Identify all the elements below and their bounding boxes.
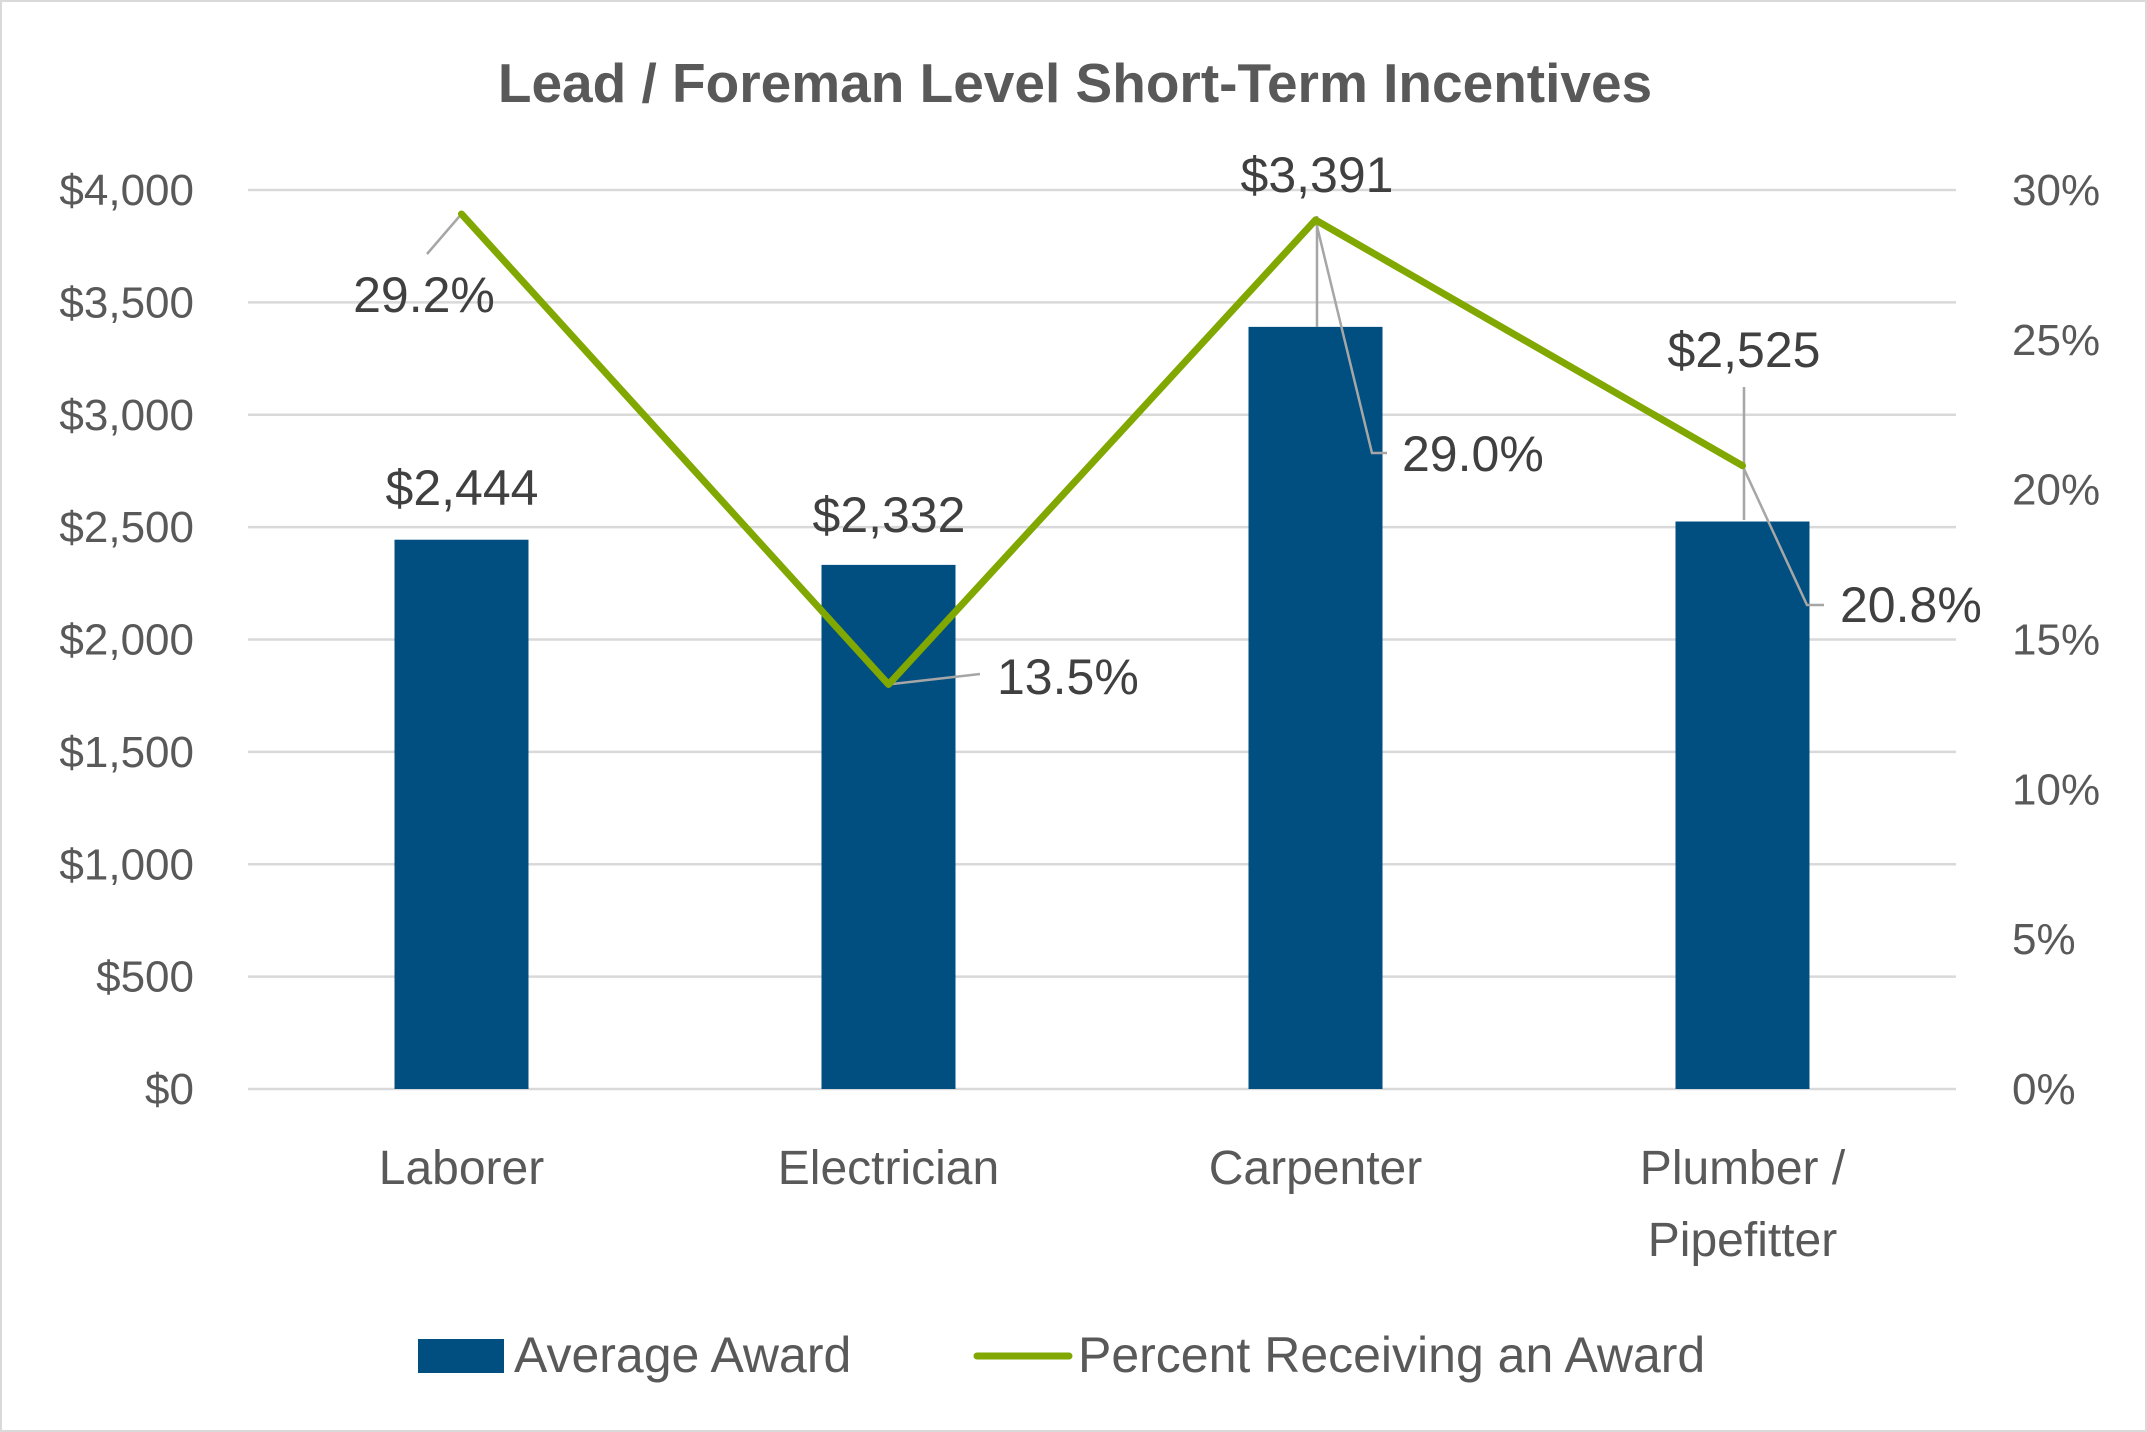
leader-line (888, 672, 981, 686)
right-axis-tick-label: 0% (2012, 1065, 2076, 1114)
leader-line (1741, 465, 1824, 607)
category-label: Carpenter (1209, 1142, 1422, 1195)
category-label: Electrician (778, 1142, 999, 1195)
right-axis-tick-label: 15% (2012, 616, 2100, 665)
left-axis-tick-label: $3,000 (59, 391, 194, 440)
leader-line (426, 213, 463, 255)
bar-average-award (821, 564, 956, 1089)
leader-line (1314, 219, 1387, 455)
bar-data-label: $2,525 (1668, 322, 1821, 378)
category-label: Laborer (379, 1142, 544, 1195)
legend-label: Average Award (514, 1327, 851, 1383)
left-axis-tick-label: $1,000 (59, 840, 194, 889)
left-axis-tick-label: $2,500 (59, 503, 194, 552)
line-point (885, 681, 892, 688)
bar-data-label: $2,332 (813, 487, 966, 543)
right-axis-tick-label: 20% (2012, 466, 2100, 515)
right-axis-tick-label: 25% (2012, 316, 2100, 365)
left-axis-tick-label: $3,500 (59, 278, 194, 327)
line-data-label: 29.0% (1402, 426, 1544, 482)
line-point (458, 210, 465, 217)
line-data-label: 20.8% (1840, 577, 1982, 633)
left-axis-tick-label: $500 (96, 953, 194, 1002)
category-label: Pipefitter (1648, 1214, 1837, 1267)
left-axis-tick-label: $1,500 (59, 728, 194, 777)
line-point (1739, 462, 1746, 469)
bar-average-award (1248, 326, 1383, 1089)
line-percent-receiving (458, 210, 1746, 688)
bar-average-award (394, 539, 529, 1089)
line-data-label: 13.5% (997, 649, 1139, 705)
left-axis-tick-label: $0 (145, 1065, 194, 1114)
left-axis-tick-label: $2,000 (59, 616, 194, 665)
chart-title: Lead / Foreman Level Short-Term Incentiv… (498, 52, 1652, 114)
right-axis-tick-label: 10% (2012, 765, 2100, 814)
legend-label: Percent Receiving an Award (1078, 1327, 1705, 1383)
right-axis-tick-label: 30% (2012, 166, 2100, 215)
line-point (1312, 216, 1319, 223)
bar-average-award (1675, 521, 1810, 1089)
legend-swatch-average-award (418, 1339, 504, 1373)
bar-data-label: $2,444 (386, 460, 539, 516)
line-data-label: 29.2% (353, 267, 495, 323)
right-axis-tick-label: 5% (2012, 915, 2076, 964)
bar-data-label: $3,391 (1241, 147, 1394, 203)
category-label: Plumber / (1640, 1142, 1846, 1195)
left-axis-tick-label: $4,000 (59, 166, 194, 215)
